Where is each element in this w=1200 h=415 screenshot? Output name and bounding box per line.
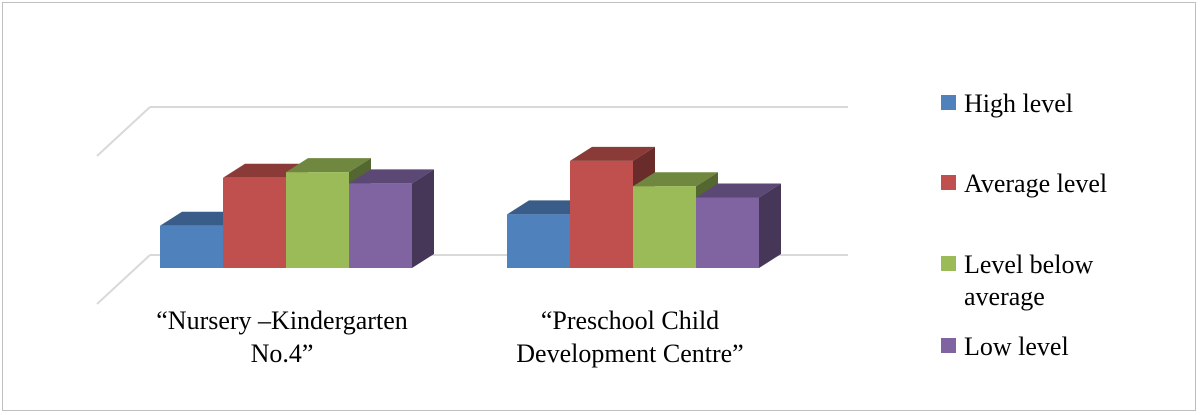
legend-swatch	[941, 95, 956, 110]
legend-label: average	[964, 282, 1045, 311]
legend-label: Low level	[964, 332, 1069, 361]
bar-front-face	[160, 225, 223, 268]
gridline-diagonal	[96, 106, 151, 157]
bar-front-face	[286, 172, 349, 268]
legend-swatch	[941, 256, 956, 271]
bar-top-face	[349, 169, 434, 184]
legend-item-high-level: High level	[941, 89, 1073, 118]
category-labels: “Nursery –Kindergarten No.4” “Preschool Ch…	[156, 306, 743, 368]
category-label: “Nursery –Kindergarten	[156, 306, 407, 335]
gridline-diagonal	[96, 254, 151, 305]
category-label: “Preschool Child	[541, 306, 719, 335]
legend-swatch	[941, 338, 956, 353]
bar-front-face	[223, 177, 286, 268]
bar-front-face	[570, 160, 633, 268]
bar-low-level-2	[696, 183, 781, 268]
legend-item-level-below-average: Level below average	[941, 250, 1093, 311]
bar-top-face	[696, 183, 781, 198]
bar-front-face	[696, 197, 759, 268]
legend-label: High level	[964, 89, 1073, 118]
bar-low-level-1	[349, 169, 434, 268]
legend-label: Level below	[964, 250, 1093, 279]
legend-label: Average level	[964, 169, 1107, 198]
bar-front-face	[633, 186, 696, 268]
bar-front-face	[507, 214, 570, 268]
bar-top-face	[633, 172, 718, 187]
legend: High level Average level Level below averag…	[941, 89, 1107, 361]
bar-top-face	[286, 158, 371, 173]
category-label: No.4”	[251, 339, 314, 368]
bar-side-face	[759, 183, 781, 268]
legend-item-average-level: Average level	[941, 169, 1107, 198]
legend-swatch	[941, 175, 956, 190]
category-label: Development Centre”	[516, 339, 743, 368]
bar-top-face	[570, 146, 655, 161]
legend-item-low-level: Low level	[941, 332, 1069, 361]
bars	[160, 146, 781, 268]
bar-front-face	[349, 183, 412, 268]
bar-side-face	[412, 169, 434, 268]
